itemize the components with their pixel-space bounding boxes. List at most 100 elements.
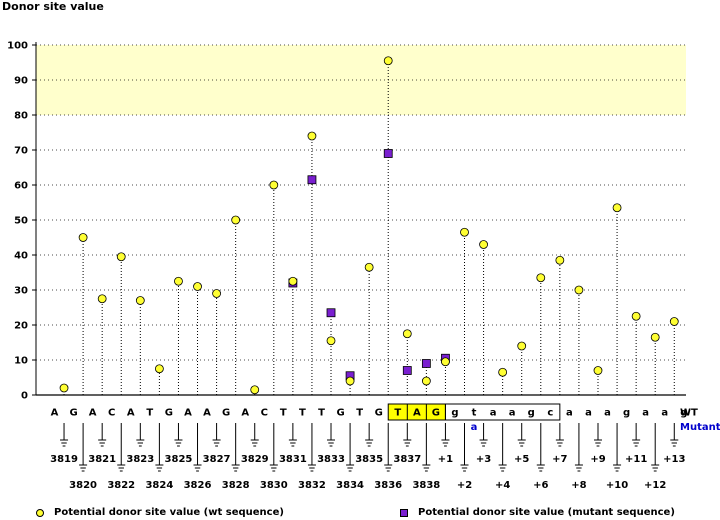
- wt-marker: [479, 240, 488, 249]
- y-axis-title: Donor site value: [2, 0, 104, 13]
- sequence-base: g: [451, 408, 458, 419]
- wt-marker: [250, 385, 260, 395]
- position-label: 3833: [317, 454, 345, 465]
- sequence-base: A: [413, 408, 421, 419]
- sequence-base: A: [184, 408, 192, 419]
- sequence-base: g: [680, 408, 687, 419]
- sequence-base: A: [241, 408, 249, 419]
- wt-marker: [288, 276, 298, 286]
- position-label: +3: [476, 454, 491, 465]
- wt-marker: [498, 367, 508, 377]
- position-label: 3826: [184, 480, 212, 491]
- intron-box: [444, 403, 561, 421]
- sequence-base: T: [146, 408, 153, 419]
- position-label: 3824: [145, 480, 173, 491]
- position-label: +12: [644, 480, 666, 491]
- wt-marker: [59, 383, 69, 393]
- position-label: +1: [438, 454, 453, 465]
- sequence-base: C: [108, 408, 115, 419]
- wt-marker: [364, 262, 374, 272]
- sequence-base: g: [623, 408, 630, 419]
- position-label: 3828: [222, 480, 250, 491]
- position-label: +7: [552, 454, 567, 465]
- y-tick-label: 80: [14, 111, 28, 122]
- y-tick-label: 20: [14, 321, 28, 332]
- mutant-base: a: [471, 422, 478, 433]
- y-tick-label: 100: [7, 41, 28, 52]
- sequence-base: G: [222, 408, 230, 419]
- position-label: 3836: [374, 480, 402, 491]
- position-label: 3821: [88, 454, 116, 465]
- wt-marker: [326, 336, 336, 346]
- sequence-base: G: [165, 408, 173, 419]
- y-tick-label: 0: [21, 391, 28, 402]
- position-label: 3820: [69, 480, 97, 491]
- position-label: 3838: [412, 480, 440, 491]
- position-label: 3830: [260, 480, 288, 491]
- sequence-base: g: [528, 408, 535, 419]
- position-label: 3822: [107, 480, 135, 491]
- position-label: +4: [495, 480, 510, 491]
- wt-marker: [383, 56, 393, 66]
- mutant-label: Mutant: [680, 422, 720, 433]
- position-label: 3837: [393, 454, 421, 465]
- wt-marker: [78, 233, 88, 242]
- wt-marker: [669, 317, 679, 326]
- mutant-marker: [307, 175, 317, 185]
- y-tick-label: 50: [14, 216, 28, 227]
- wt-marker: [116, 252, 126, 262]
- position-label: +10: [606, 480, 628, 491]
- wt-marker: [421, 376, 431, 386]
- y-tick-label: 90: [14, 76, 28, 87]
- y-tick-label: 70: [14, 146, 28, 157]
- position-label: 3831: [279, 454, 307, 465]
- legend-mutant-swatch: [400, 508, 408, 517]
- sequence-base: a: [566, 408, 573, 419]
- sequence-base: A: [203, 408, 211, 419]
- wt-marker: [97, 294, 107, 304]
- sequence-base: A: [127, 408, 135, 419]
- wt-marker: [460, 227, 469, 237]
- sequence-base: a: [642, 408, 649, 419]
- y-tick-label: 40: [14, 251, 28, 262]
- mutant-marker: [383, 149, 393, 158]
- wt-marker: [574, 285, 584, 295]
- wt-marker: [517, 341, 527, 351]
- mutant-marker: [326, 308, 336, 318]
- wt-marker: [402, 329, 412, 339]
- sequence-base: G: [69, 408, 77, 419]
- y-tick-label: 30: [14, 286, 28, 297]
- sequence-base: a: [604, 408, 611, 419]
- position-label: +11: [625, 454, 647, 465]
- position-label: 3827: [203, 454, 231, 465]
- sequence-base: A: [89, 408, 97, 419]
- wt-marker: [212, 289, 221, 298]
- y-tick-label: 60: [14, 181, 28, 192]
- wt-marker: [593, 366, 603, 375]
- position-label: +9: [590, 454, 605, 465]
- position-label: 3825: [165, 454, 193, 465]
- sequence-base: T: [394, 408, 401, 419]
- position-label: +6: [533, 480, 548, 491]
- legend-wt-label: Potential donor site value (wt sequence): [54, 507, 284, 518]
- position-label: 3832: [298, 480, 326, 491]
- position-label: 3829: [241, 454, 269, 465]
- sequence-base: a: [661, 408, 668, 419]
- position-label: 3834: [336, 480, 364, 491]
- sequence-base: a: [509, 408, 516, 419]
- mutant-marker: [402, 366, 412, 375]
- sequence-base: C: [261, 408, 268, 419]
- position-label: 3819: [50, 454, 78, 465]
- sequence-base: G: [375, 408, 383, 419]
- wt-marker: [174, 276, 183, 286]
- wt-marker: [441, 357, 450, 367]
- wt-marker: [536, 273, 546, 283]
- y-tick-label: 10: [14, 356, 28, 367]
- sequence-base: T: [318, 408, 325, 419]
- legend-wt-swatch: [36, 508, 44, 517]
- sequence-base: T: [356, 408, 363, 419]
- sequence-base: G: [432, 408, 440, 419]
- wt-marker: [631, 311, 641, 321]
- mutant-marker: [421, 359, 431, 368]
